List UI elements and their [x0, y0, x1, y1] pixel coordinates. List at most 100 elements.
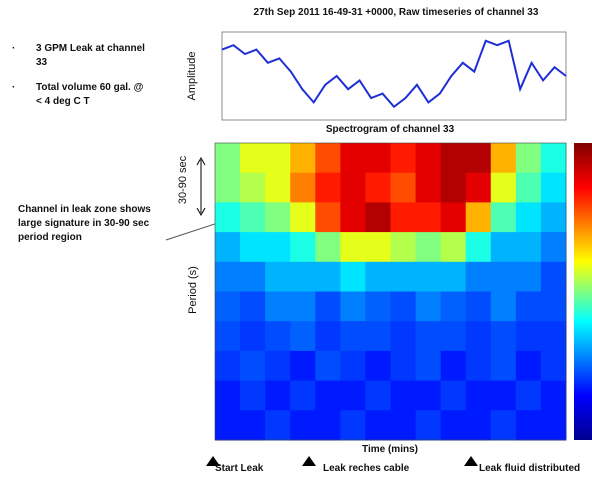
heat-cell: [390, 261, 417, 292]
heat-cell: [540, 350, 567, 382]
heat-cell: [515, 202, 542, 233]
heat-cell: [340, 380, 366, 411]
heat-cell: [465, 143, 492, 174]
heat-cell: [465, 291, 492, 322]
heat-cell: [440, 232, 467, 263]
heat-cell: [340, 261, 366, 292]
heat-cell: [440, 172, 467, 203]
heat-cell: [540, 261, 567, 292]
heat-cell: [340, 410, 366, 441]
heat-cell: [265, 410, 291, 441]
heat-cell: [365, 350, 391, 382]
heat-cell: [240, 232, 266, 263]
heat-cell: [540, 202, 567, 233]
heat-cell: [490, 232, 517, 263]
heat-frame: [214, 142, 567, 441]
heat-cell: [315, 410, 341, 441]
heat-cell: [515, 380, 542, 411]
heat-cell: [465, 232, 492, 263]
heat-cell: [465, 350, 492, 382]
heat-cell: [215, 232, 241, 263]
heat-cell: [315, 172, 341, 203]
heat-cell: [490, 261, 517, 292]
heat-cell: [465, 202, 492, 233]
heat-cell: [515, 291, 542, 322]
heat-cell: [215, 261, 241, 292]
callout: Channel in leak zone shows large signatur…: [18, 204, 151, 243]
heat-cell: [390, 380, 417, 411]
heat-cell: [515, 172, 542, 203]
heat-cell: [215, 291, 241, 322]
heat-cell: [340, 172, 366, 203]
heat-cell: [390, 291, 417, 322]
heat-cell: [465, 410, 492, 441]
heat-cell: [265, 350, 291, 382]
heat-cell: [215, 202, 241, 233]
heat-cell: [215, 350, 241, 382]
heat-cell: [265, 261, 291, 292]
heat-cell: [490, 143, 517, 174]
heat-cell: [365, 261, 391, 292]
heat-cell: [315, 202, 341, 233]
heat-cell: [415, 202, 442, 233]
heat-cell: [365, 291, 391, 322]
heat-cell: [490, 380, 517, 411]
heat-cell: [465, 380, 492, 411]
heat-cell: [215, 172, 241, 203]
heat-cell: [440, 143, 467, 174]
heat-cell: [540, 143, 567, 174]
heatmap-title: Spectrogram of channel 33: [326, 124, 455, 135]
heat-cell: [290, 172, 316, 203]
bullet: ·: [12, 82, 15, 93]
heat-cell: [340, 232, 366, 263]
heat-cell: [490, 172, 517, 203]
heat-cell: [515, 410, 542, 441]
heat-cell: [315, 291, 341, 322]
heat-cell: [290, 291, 316, 322]
heat-cell: [440, 202, 467, 233]
line-title: 27th Sep 2011 16-49-31 +0000, Raw timese…: [254, 7, 539, 18]
heat-cell: [340, 202, 366, 233]
heat-cell: [540, 232, 567, 263]
bullet-text: 3 GPM Leak at channel 33: [36, 43, 145, 68]
heat-cell: [265, 232, 291, 263]
heat-cell: [390, 172, 417, 203]
heat-cell: [540, 410, 567, 441]
heat-cell: [265, 172, 291, 203]
heat-cell: [315, 350, 341, 382]
heat-cell: [240, 350, 266, 382]
heat-cell: [315, 380, 341, 411]
heat-cell: [440, 321, 467, 352]
heat-cell: [340, 291, 366, 322]
heat-cell: [415, 410, 442, 441]
heat-cell: [465, 261, 492, 292]
heat-cell: [540, 380, 567, 411]
heat-cell: [515, 261, 542, 292]
event: Leak reches cable: [323, 463, 410, 474]
heat-cell: [365, 410, 391, 441]
heat-cell: [515, 143, 542, 174]
heat-cell: [490, 410, 517, 441]
heat-cell: [215, 380, 241, 411]
heat-cell: [290, 143, 316, 174]
heat-cell: [490, 350, 517, 382]
heat-cell: [515, 232, 542, 263]
heat-cell: [340, 143, 366, 174]
heat-cell: [315, 261, 341, 292]
heat-cell: [390, 143, 417, 174]
heat-cell: [240, 202, 266, 233]
heat-cell: [365, 232, 391, 263]
heat-cell: [440, 380, 467, 411]
heat-cell: [290, 350, 316, 382]
heat-cell: [365, 380, 391, 411]
heat-cell: [340, 321, 366, 352]
heat-cell: [415, 261, 442, 292]
heat-cell: [540, 321, 567, 352]
heat-cell: [240, 291, 266, 322]
heat-cell: [515, 321, 542, 352]
heat-cell: [265, 291, 291, 322]
y-label: Period (s): [187, 266, 199, 314]
heat-cell: [290, 232, 316, 263]
heat-cell: [415, 380, 442, 411]
